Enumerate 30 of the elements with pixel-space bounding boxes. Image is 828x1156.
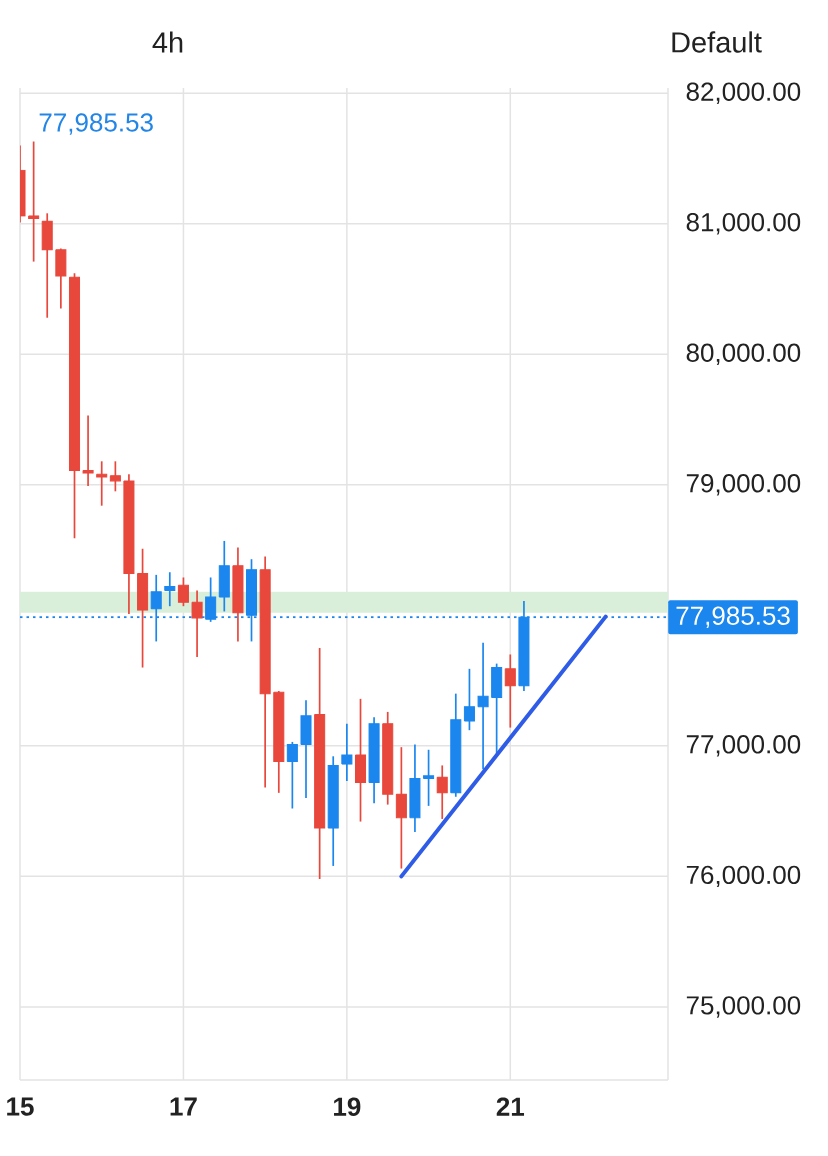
candlestick [436,764,448,820]
text: 4h [152,31,183,53]
y-tick-label: 76,000.00 [686,865,801,888]
candlestick [82,414,94,487]
candlestick [96,460,108,507]
candlestick [28,140,40,263]
candlestick [395,746,407,870]
y-tick-label: 80,000.00 [686,343,801,366]
x-tick-label: 21 [496,1097,525,1116]
y-tick-label: 81,000.00 [686,213,801,235]
x-tick-label: 19 [334,1097,361,1116]
x-tick-label: 17 [170,1097,197,1116]
candlestick [423,748,435,807]
text: Default [672,31,762,53]
y-tick-label: 75,000.00 [686,996,801,1018]
candlestick [109,460,121,493]
candlestick [341,722,353,782]
candlestick [463,667,475,732]
candlestick [177,576,189,608]
y-tick-label: 77,000.00 [686,735,801,757]
candlestick [191,589,203,658]
ref-line-label: 77,985.53 [676,606,790,628]
candlestick [504,653,516,729]
y-tick-label: 82,000.00 [686,82,801,104]
y-tick-label: 79,000.00 [686,474,801,496]
annotation: 77,985.53 [39,113,153,135]
candlestick [286,741,298,810]
x-tick-label: 15 [7,1097,34,1116]
candlestick [164,571,176,608]
candlestick [477,641,489,771]
